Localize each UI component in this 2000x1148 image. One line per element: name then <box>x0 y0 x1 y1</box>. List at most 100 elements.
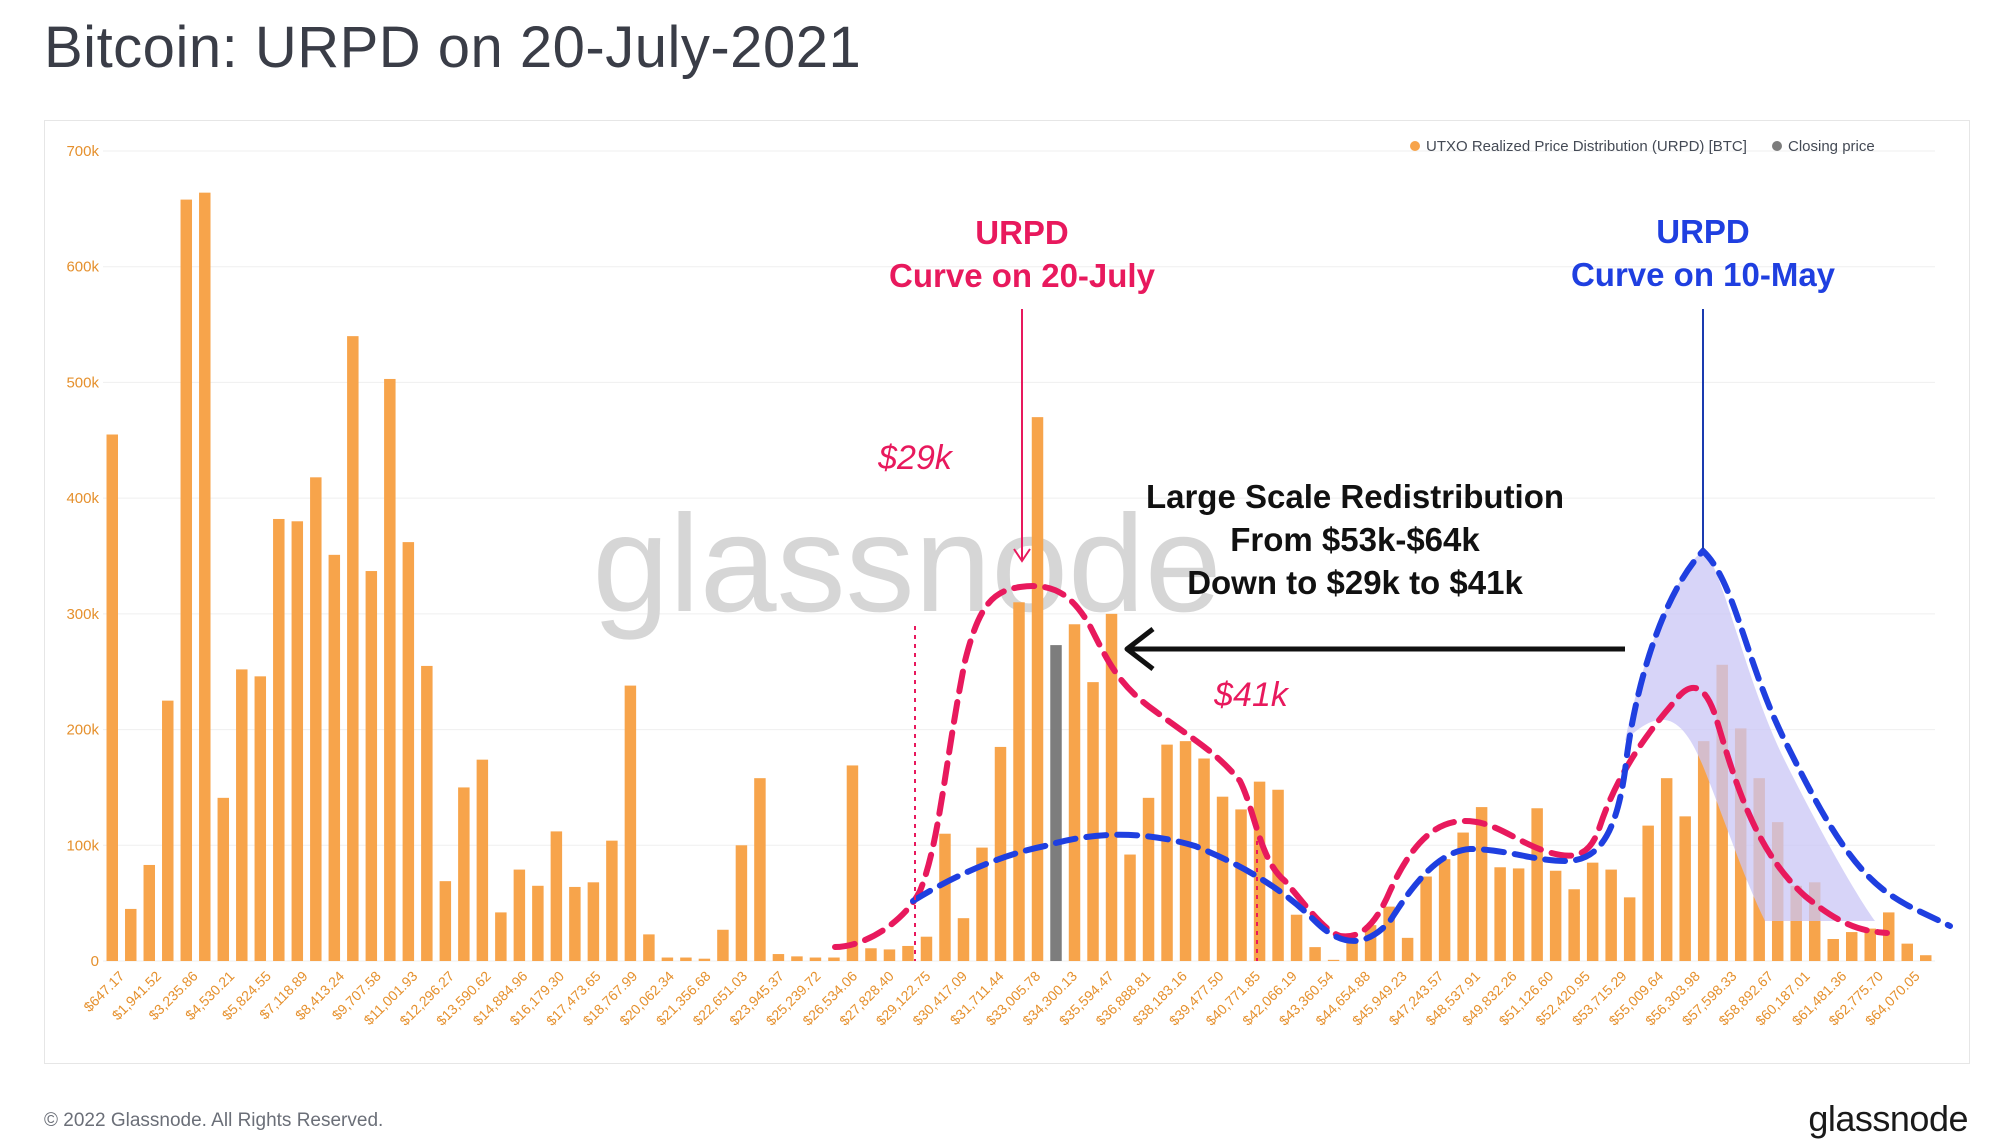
y-tick-label: 0 <box>91 953 99 970</box>
urpd-bar <box>846 765 859 961</box>
urpd-bar <box>106 434 118 961</box>
urpd-bar <box>1290 914 1303 961</box>
urpd-bar <box>347 336 359 962</box>
urpd-bar <box>1808 882 1821 961</box>
urpd-bar <box>1420 876 1432 961</box>
glassnode-logo: glassnode <box>1808 1098 1968 1139</box>
urpd-chart: glassnode 0100k200k300k400k500k600k700k … <box>66 138 1953 1029</box>
urpd-bar <box>421 665 433 961</box>
redistribution-arrowhead <box>1124 627 1155 671</box>
urpd-bar <box>495 912 507 961</box>
urpd-bar <box>1253 781 1266 961</box>
urpd-bar <box>606 840 618 961</box>
urpd-bar <box>1512 868 1525 961</box>
urpd-bar <box>1438 859 1451 961</box>
urpd-bar <box>1790 885 1802 961</box>
urpd-bar <box>513 869 526 961</box>
urpd-bar <box>328 554 341 961</box>
x-axis-ticks: $647.17$1,941.52$3,235.86$4,530.21$5,824… <box>80 968 1923 1029</box>
urpd-bar <box>1105 613 1118 961</box>
y-tick-label: 700k <box>66 143 99 160</box>
redistribution-line1: Large Scale Redistribution <box>1146 478 1564 515</box>
urpd-bar <box>957 918 970 961</box>
urpd-bar <box>180 199 193 962</box>
urpd-bar <box>1198 758 1210 961</box>
urpd-bar <box>1124 854 1136 961</box>
legend-urpd-swatch <box>1410 141 1420 151</box>
urpd-bar <box>273 518 285 961</box>
urpd-bar <box>1549 870 1562 961</box>
urpd-bar <box>772 954 785 961</box>
july-label-line2: Curve on 20-July <box>889 257 1156 294</box>
urpd-bar <box>1068 624 1081 961</box>
y-tick-label: 300k <box>66 606 99 623</box>
urpd-bar <box>902 945 914 961</box>
urpd-bar <box>550 831 563 961</box>
urpd-bar <box>1179 741 1192 961</box>
urpd-bar <box>1901 943 1913 961</box>
legend-closing-label: Closing price <box>1788 138 1875 155</box>
urpd-bar <box>1920 955 1932 961</box>
urpd-bar <box>1642 825 1654 961</box>
urpd-bar <box>698 958 711 961</box>
july-label-line1: URPD <box>975 214 1069 251</box>
urpd-bar <box>1031 417 1044 962</box>
may-curve-fill <box>1625 551 1875 921</box>
urpd-bar <box>643 934 655 961</box>
urpd-bar <box>939 833 951 961</box>
y-tick-label: 200k <box>66 722 99 739</box>
urpd-bar <box>1364 925 1377 961</box>
urpd-bar <box>1475 807 1488 961</box>
urpd-bar <box>1327 959 1340 961</box>
urpd-bar <box>809 957 822 961</box>
urpd-bar <box>310 477 322 961</box>
redistribution-line3: Down to $29k to $41k <box>1187 564 1523 601</box>
legend-urpd-label: UTXO Realized Price Distribution (URPD) … <box>1426 138 1747 155</box>
urpd-bar <box>569 886 581 961</box>
low-marker-label: $29k <box>877 439 954 477</box>
urpd-bar <box>532 885 544 961</box>
urpd-bar <box>587 882 600 961</box>
urpd-bar <box>1568 889 1580 961</box>
y-tick-label: 100k <box>66 837 99 854</box>
urpd-bar <box>976 847 988 961</box>
urpd-bar <box>1605 869 1617 961</box>
urpd-bar <box>1309 947 1321 961</box>
urpd-bar <box>1660 778 1673 961</box>
urpd-bar <box>1346 940 1358 961</box>
y-tick-label: 600k <box>66 259 99 276</box>
urpd-bar <box>1216 796 1229 961</box>
urpd-bar <box>1845 932 1858 961</box>
urpd-bar <box>1827 939 1839 961</box>
copyright-footer: © 2022 Glassnode. All Rights Reserved. <box>44 1110 384 1131</box>
urpd-bar <box>1087 682 1099 961</box>
may-label-line2: Curve on 10-May <box>1571 256 1836 293</box>
y-tick-label: 500k <box>66 374 99 391</box>
y-tick-label: 400k <box>66 490 99 507</box>
urpd-bar <box>254 676 267 961</box>
urpd-bar <box>994 746 1007 961</box>
urpd-bar <box>143 864 155 961</box>
redistribution-line2: From $53k-$64k <box>1230 521 1480 558</box>
urpd-bar <box>754 778 766 961</box>
urpd-bar <box>365 571 378 961</box>
urpd-bar <box>1494 867 1506 961</box>
chart-panel: glassnode 0 100k 200k 300k 400k 500k 600k 700k … <box>44 120 1970 1064</box>
urpd-bar <box>1679 816 1691 961</box>
urpd-bar <box>1586 862 1599 961</box>
may-curve <box>910 546 1953 944</box>
urpd-bar <box>476 759 489 961</box>
urpd-bar <box>865 948 877 961</box>
closing-price-bar <box>1050 645 1062 961</box>
urpd-bar <box>920 936 933 961</box>
urpd-bar <box>1142 797 1155 961</box>
urpd-bar <box>1864 928 1876 961</box>
urpd-bar <box>439 881 452 961</box>
annotation-overlay: $29k $41k URPD Curve on 20-July URPD Cur… <box>832 213 1953 961</box>
high-marker-label: $41k <box>1213 676 1290 714</box>
urpd-bar <box>680 957 692 961</box>
urpd-bar <box>162 700 174 961</box>
urpd-bar <box>1235 809 1247 961</box>
legend: UTXO Realized Price Distribution (URPD) … <box>1410 138 1875 155</box>
legend-closing-swatch <box>1772 141 1782 151</box>
